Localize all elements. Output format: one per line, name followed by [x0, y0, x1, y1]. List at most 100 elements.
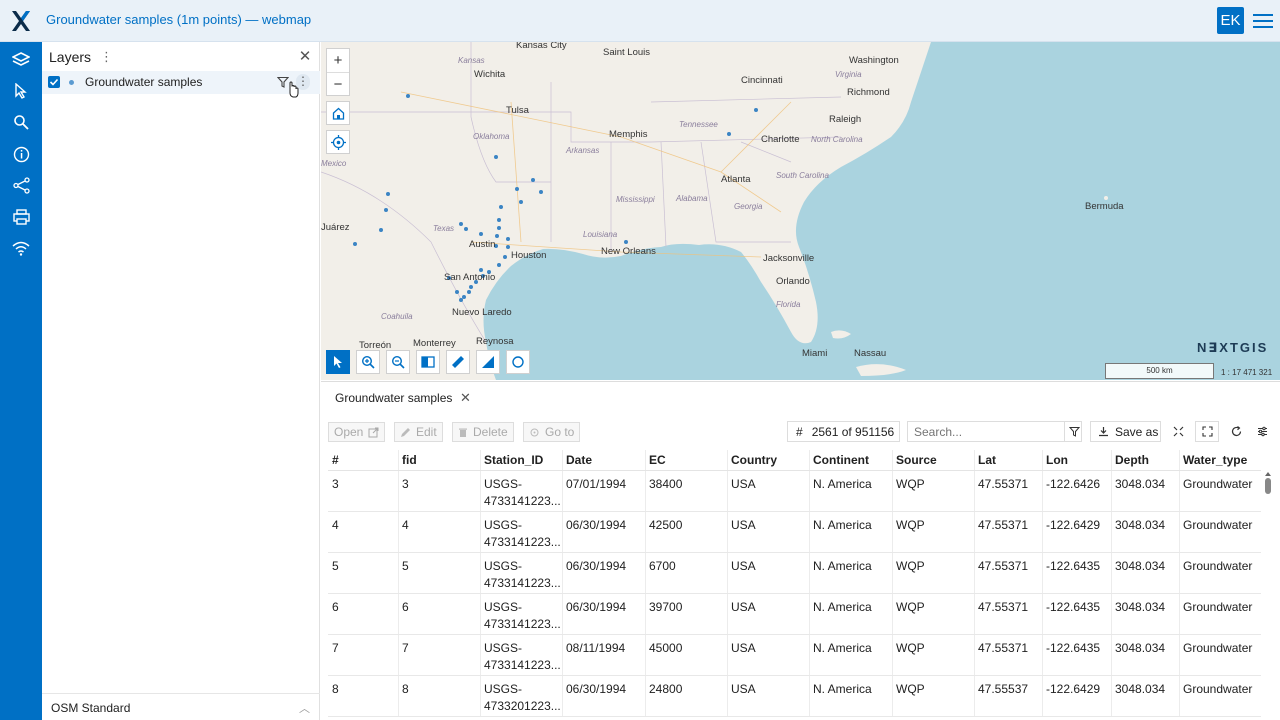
map-city-label: Juárez	[321, 222, 350, 233]
download-icon	[1099, 427, 1108, 437]
zoom-out-icon	[391, 355, 405, 369]
zoom-in-button[interactable]: +	[333, 52, 343, 69]
column-header[interactable]: Lat	[978, 453, 996, 467]
zoom-in-tool-button[interactable]	[356, 350, 380, 374]
table-cell: 7	[332, 641, 339, 655]
filter-icon[interactable]	[277, 76, 289, 88]
goto-button[interactable]: Go to	[523, 422, 581, 442]
table-row[interactable]: 5 5 USGS- 4733141223... 06/30/1994 6700 USA N.…	[328, 553, 1261, 594]
attribute-grid: # fid Station_ID Date EC Country Continent Sour…	[328, 450, 1261, 717]
scrollbar-thumb[interactable]	[1265, 478, 1271, 494]
collapse-arrows-icon	[1173, 426, 1183, 437]
table-row[interactable]: 4 4 USGS- 4733141223... 06/30/1994 42500 USA N…	[328, 512, 1261, 553]
basemap-selector[interactable]: OSM Standard ︿	[42, 693, 320, 720]
panel-more-icon[interactable]: ⋮	[100, 49, 113, 64]
table-row[interactable]: 7 7 USGS- 4733141223... 08/11/1994 45000 USA N…	[328, 635, 1261, 676]
table-cell: N. America	[813, 518, 872, 532]
scale-bar: 500 km	[1105, 363, 1214, 379]
map-city-label: Reynosa	[476, 336, 514, 347]
column-header[interactable]: #	[332, 453, 339, 467]
home-button[interactable]	[326, 101, 350, 125]
map-city-label: Nuevo Laredo	[452, 307, 512, 318]
table-row[interactable]: 6 6 USGS- 4733141223... 06/30/1994 39700 USA N…	[328, 594, 1261, 635]
measure-distance-button[interactable]	[446, 350, 470, 374]
table-cell: Groundwater	[1183, 477, 1253, 491]
print-button[interactable]	[9, 205, 33, 229]
hamburger-menu-icon[interactable]	[1252, 10, 1274, 32]
table-cell: Groundwater	[1183, 682, 1253, 696]
info-icon	[13, 146, 29, 162]
table-cell: 8	[402, 682, 409, 696]
filter-button[interactable]	[1064, 421, 1083, 442]
identify-tool-button[interactable]	[326, 350, 350, 374]
user-avatar[interactable]: EK	[1217, 7, 1244, 34]
edit-button[interactable]: Edit	[394, 422, 443, 442]
pointer-icon	[333, 356, 342, 368]
chevron-up-icon[interactable]: ︿	[299, 703, 310, 715]
layer-visibility-checkbox[interactable]	[48, 76, 60, 88]
table-cell: 47.55371	[978, 600, 1029, 614]
layers-button[interactable]	[9, 48, 33, 72]
tab-groundwater-samples[interactable]: Groundwater samples ✕	[321, 382, 486, 414]
map-city-label: Nassau	[854, 348, 887, 359]
table-cell: 3048.034	[1115, 559, 1166, 573]
map-city-label: Houston	[511, 250, 547, 261]
layer-row[interactable]: Groundwater samples ⋮	[42, 71, 320, 94]
refresh-button[interactable]	[1224, 421, 1248, 442]
table-row[interactable]: 8 8 USGS- 4733201223... 06/30/1994 24800 USA N…	[328, 676, 1261, 717]
draw-circle-button[interactable]	[506, 350, 530, 374]
close-icon[interactable]: ✕	[298, 48, 312, 65]
angle-ruler-icon	[482, 356, 494, 368]
column-header[interactable]: Depth	[1115, 453, 1149, 467]
info-button[interactable]	[9, 142, 33, 166]
layer-more-icon[interactable]: ⋮	[296, 74, 310, 90]
map-city-label: Wichita	[474, 69, 506, 80]
locate-button[interactable]	[326, 130, 350, 154]
table-cell: USA	[731, 641, 756, 655]
left-toolbar	[0, 42, 42, 720]
zoom-out-button[interactable]: −	[327, 72, 349, 95]
table-cell: -122.6429	[1046, 682, 1101, 696]
column-header[interactable]: Water_type	[1183, 453, 1248, 467]
search-input[interactable]	[907, 421, 1082, 442]
checkmark-icon	[49, 78, 59, 86]
map-canvas[interactable]: Kansas Virginia Tennessee Oklahoma Arkansas N…	[321, 42, 1280, 380]
table-cell: 5	[332, 559, 339, 573]
save-as-button[interactable]: Save as	[1090, 421, 1161, 442]
wifi-button[interactable]	[9, 236, 33, 260]
table-row[interactable]: 3 3 USGS- 4733141223... 07/01/1994 38400 USA N…	[328, 471, 1261, 512]
sliders-icon	[1257, 426, 1267, 437]
map-city-label: Orlando	[776, 276, 810, 287]
nextgis-logo-icon[interactable]	[10, 9, 32, 33]
table-cell: Groundwater	[1183, 641, 1253, 655]
column-divider	[1042, 450, 1043, 717]
column-header[interactable]: Continent	[813, 453, 869, 467]
column-header[interactable]: Station_ID	[484, 453, 544, 467]
column-header[interactable]: EC	[649, 453, 666, 467]
map-city-label: Monterrey	[413, 338, 456, 349]
zoom-to-extent-button[interactable]	[1166, 421, 1190, 442]
table-cell: 7	[402, 641, 409, 655]
map-region-label: South Carolina	[776, 171, 829, 180]
fullscreen-button[interactable]	[1195, 421, 1219, 442]
column-header[interactable]: Source	[896, 453, 937, 467]
select-tool-button[interactable]	[9, 79, 33, 103]
settings-button[interactable]	[1250, 421, 1274, 442]
column-header[interactable]: Lon	[1046, 453, 1068, 467]
close-icon[interactable]: ✕	[460, 390, 471, 405]
edit-label: Edit	[416, 425, 437, 439]
column-header[interactable]: Date	[566, 453, 593, 467]
column-divider	[398, 450, 399, 717]
open-button[interactable]: Open	[328, 422, 386, 442]
swipe-tool-button[interactable]	[416, 350, 440, 374]
column-header[interactable]: Country	[731, 453, 777, 467]
search-button[interactable]	[9, 110, 33, 134]
scrollbar-track[interactable]	[1265, 472, 1271, 702]
share-button[interactable]	[9, 173, 33, 197]
delete-button[interactable]: Delete	[452, 422, 514, 442]
column-header[interactable]: fid	[402, 453, 417, 467]
table-cell: N. America	[813, 559, 872, 573]
table-cell: 5	[402, 559, 409, 573]
measure-area-button[interactable]	[476, 350, 500, 374]
zoom-out-tool-button[interactable]	[386, 350, 410, 374]
